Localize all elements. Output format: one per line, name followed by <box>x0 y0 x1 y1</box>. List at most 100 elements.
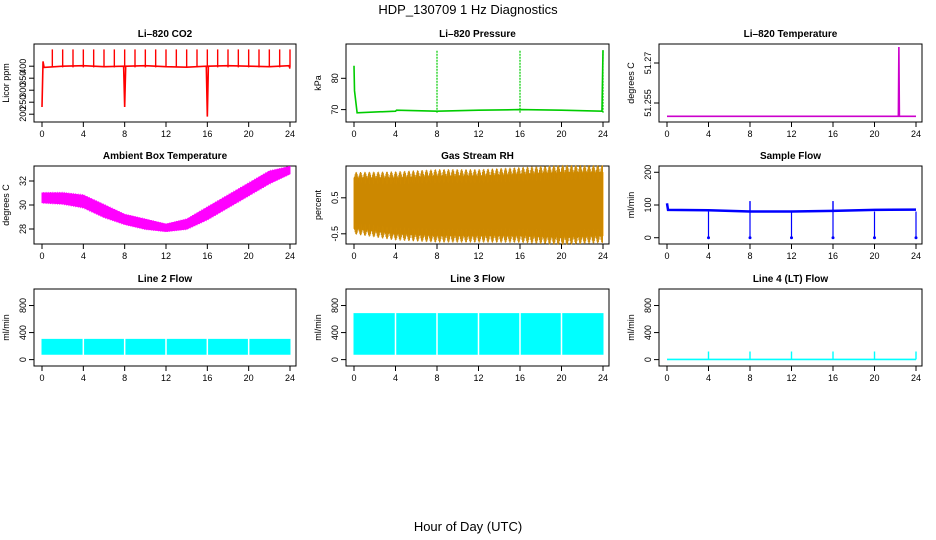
x-tick-label: 0 <box>351 373 356 383</box>
y-axis-label: percent <box>313 189 323 220</box>
x-tick-label: 16 <box>202 129 212 139</box>
x-tick-label: 8 <box>122 129 127 139</box>
y-tick-label: 51.255 <box>643 89 653 117</box>
x-tick-label: 12 <box>161 251 171 261</box>
x-tick-label: 0 <box>664 251 669 261</box>
figure-xlabel: Hour of Day (UTC) <box>414 519 522 534</box>
panel-rh: Gas Stream RH percent 0 4 8 12 16 20 24 -0.5 0.5 <box>313 151 610 261</box>
x-tick-label: 4 <box>706 373 711 383</box>
y-tick-label: 28 <box>18 224 28 234</box>
x-tick-label: 20 <box>556 129 566 139</box>
y-tick-label: 200 <box>18 107 28 122</box>
x-tick-label: 8 <box>122 251 127 261</box>
series-dip-point <box>831 236 835 240</box>
panel-title: Gas Stream RH <box>441 151 514 162</box>
x-tick-label: 24 <box>285 129 295 139</box>
x-tick-label: 12 <box>786 373 796 383</box>
x-tick-label: 8 <box>122 373 127 383</box>
panel-title: Ambient Box Temperature <box>103 151 228 162</box>
x-tick-label: 12 <box>161 129 171 139</box>
y-tick-label: 0 <box>643 235 653 240</box>
x-tick-label: 16 <box>828 373 838 383</box>
y-tick-label: 70 <box>330 105 340 115</box>
y-tick-label: -0.5 <box>330 226 340 242</box>
x-tick-label: 0 <box>39 251 44 261</box>
series-dip-point <box>914 236 918 240</box>
x-tick-label: 20 <box>556 251 566 261</box>
x-tick-label: 4 <box>393 129 398 139</box>
x-tick-label: 16 <box>202 373 212 383</box>
x-tick-label: 4 <box>393 373 398 383</box>
x-tick-label: 4 <box>706 129 711 139</box>
x-tick-label: 0 <box>39 129 44 139</box>
y-axis-label: ml/min <box>1 314 11 341</box>
x-tick-label: 16 <box>515 373 525 383</box>
x-tick-label: 4 <box>81 373 86 383</box>
x-tick-label: 16 <box>828 129 838 139</box>
y-tick-label: 800 <box>643 298 653 313</box>
y-tick-label: 400 <box>643 325 653 340</box>
panel-frame <box>658 288 923 367</box>
panel-title: Li–820 Temperature <box>744 29 838 40</box>
y-tick-label: 350 <box>18 71 28 86</box>
x-tick-label: 20 <box>869 251 879 261</box>
y-tick-label: 32 <box>18 176 28 186</box>
panel-frame <box>33 43 297 123</box>
x-tick-label: 16 <box>515 251 525 261</box>
x-tick-label: 12 <box>473 129 483 139</box>
x-tick-label: 20 <box>244 373 254 383</box>
y-tick-label: 0 <box>330 357 340 362</box>
x-tick-label: 12 <box>473 373 483 383</box>
y-axis-label: kPa <box>313 75 323 91</box>
panel-co2: Li–820 CO2 Licor ppm 0 4 8 12 16 20 24 2002503003… <box>1 29 297 139</box>
x-tick-label: 8 <box>434 129 439 139</box>
x-tick-label: 24 <box>285 251 295 261</box>
series-line <box>353 50 604 114</box>
x-tick-label: 20 <box>244 129 254 139</box>
series-line <box>41 61 291 117</box>
x-tick-label: 12 <box>786 251 796 261</box>
y-tick-label: 0 <box>18 357 28 362</box>
x-tick-label: 20 <box>556 373 566 383</box>
series-dip-point <box>707 236 710 240</box>
figure-title: HDP_130709 1 Hz Diagnostics <box>378 2 558 17</box>
x-tick-label: 0 <box>39 373 44 383</box>
panel-line3: Line 3 Flow ml/min 0 4 8 12 16 20 24 0 400 800 <box>313 274 610 383</box>
y-tick-label: 400 <box>18 325 28 340</box>
x-tick-label: 8 <box>434 251 439 261</box>
y-tick-label: 100 <box>643 197 653 212</box>
y-tick-label: 51.27 <box>643 52 653 75</box>
y-tick-label: 800 <box>18 298 28 313</box>
y-axis-label: Licor ppm <box>1 63 11 103</box>
y-tick-label: 400 <box>18 59 28 74</box>
panel-line4: Line 4 (LT) Flow ml/min 0 4 8 12 16 20 24 0 400 800 <box>626 274 923 383</box>
panel-frame <box>658 165 923 245</box>
y-tick-label: 800 <box>330 298 340 313</box>
x-tick-label: 12 <box>161 373 171 383</box>
x-tick-label: 24 <box>285 373 295 383</box>
panel-title: Line 4 (LT) Flow <box>753 274 829 285</box>
x-tick-label: 16 <box>828 251 838 261</box>
series-dip-point <box>873 236 876 240</box>
panel-line2: Line 2 Flow ml/min 0 4 8 12 16 20 24 0 400 800 <box>1 274 297 383</box>
y-tick-label: 250 <box>18 95 28 110</box>
y-tick-label: 0.5 <box>330 192 340 205</box>
series-line <box>665 203 917 213</box>
panel-title: Line 2 Flow <box>138 274 193 285</box>
panel-title: Li–820 CO2 <box>138 29 193 40</box>
series-noise <box>353 164 603 246</box>
x-tick-label: 4 <box>81 129 86 139</box>
y-tick-label: 300 <box>18 83 28 98</box>
x-tick-label: 0 <box>664 373 669 383</box>
x-tick-label: 4 <box>393 251 398 261</box>
x-tick-label: 24 <box>911 251 921 261</box>
y-axis-label: degrees C <box>1 184 11 226</box>
y-axis-label: ml/min <box>313 314 323 341</box>
x-tick-label: 0 <box>351 129 356 139</box>
series-line <box>667 46 916 118</box>
x-tick-label: 16 <box>515 129 525 139</box>
x-tick-label: 24 <box>598 129 608 139</box>
x-tick-label: 8 <box>747 251 752 261</box>
